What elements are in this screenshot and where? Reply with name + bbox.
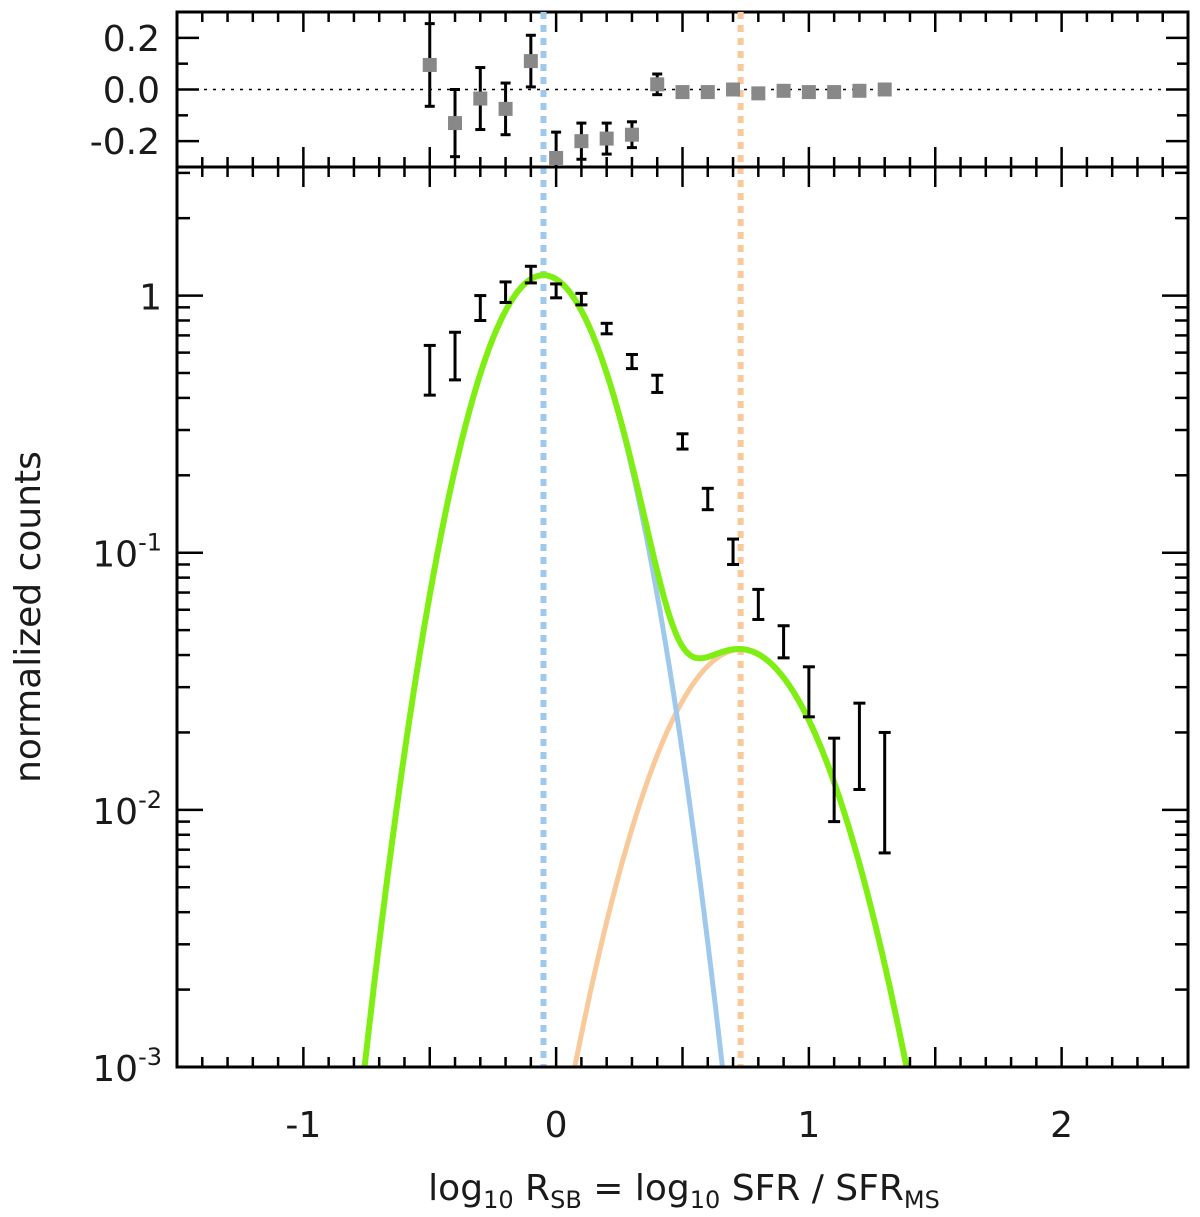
residual-point <box>877 82 892 97</box>
residual-ytick-label: 0.2 <box>103 19 160 60</box>
y-tick-base: 1 <box>139 278 162 319</box>
residual-point <box>751 86 766 101</box>
y-tick-label: 10-3 <box>92 1043 162 1090</box>
residual-ticks <box>177 12 1188 167</box>
residual-point <box>801 85 816 100</box>
y-axis-label: normalized counts <box>8 451 49 783</box>
residual-point <box>700 85 715 100</box>
total-curve <box>361 272 910 1067</box>
residual-panel: 0.2 0.0 -0.2 <box>90 10 1190 169</box>
x-tick-label: 1 <box>797 1105 820 1146</box>
residual-point <box>852 83 867 98</box>
residual-point <box>574 134 589 149</box>
main-ytick-labels: 110-110-210-3 <box>92 278 162 1090</box>
residual-point <box>776 83 791 98</box>
y-tick-exponent: -3 <box>138 1043 162 1071</box>
x-label-sfr: SFR / SFR <box>720 1168 904 1209</box>
x-label-r: R <box>514 1168 550 1209</box>
residual-point <box>726 82 741 97</box>
y-tick-exponent: -1 <box>138 529 162 557</box>
x-tick-label: 0 <box>545 1105 568 1146</box>
x-label-eq: = log <box>582 1168 690 1209</box>
x-label-sub10b: 10 <box>690 1186 721 1214</box>
residual-point <box>827 85 842 100</box>
residual-ytick-labels: 0.2 0.0 -0.2 <box>90 19 160 163</box>
main-plot-area <box>361 167 910 1067</box>
residual-plot-area <box>177 12 1188 167</box>
y-tick-base: 10 <box>92 792 138 833</box>
y-tick-label: 1 <box>139 278 162 319</box>
residual-point <box>448 116 463 131</box>
y-tick-label: 10-1 <box>92 529 162 576</box>
main-panel-frame <box>175 165 1190 1069</box>
residual-point <box>523 54 538 69</box>
main-panel: 110-110-210-3 -1 0 1 2 normalized counts lo… <box>8 165 1190 1214</box>
residual-point <box>549 150 564 165</box>
y-tick-base: 10 <box>92 535 138 576</box>
x-tick-label: -1 <box>285 1105 321 1146</box>
main-xtick-labels: -1 0 1 2 <box>285 1105 1073 1146</box>
y-tick-label: 10-2 <box>92 786 162 833</box>
x-axis-label: log10 RSB = log10 SFR / SFRMS <box>428 1168 940 1214</box>
residual-point <box>650 77 665 92</box>
residual-point <box>675 85 690 100</box>
residual-ytick-label: -0.2 <box>90 122 160 163</box>
residual-ytick-label: 0.0 <box>103 71 160 112</box>
residual-point <box>624 127 639 142</box>
x-label-sub10: 10 <box>483 1186 514 1214</box>
y-tick-base: 10 <box>92 1049 138 1090</box>
residual-point <box>599 131 614 146</box>
residual-point <box>498 101 513 116</box>
main-ticks <box>177 167 1188 1067</box>
residual-point <box>422 57 437 72</box>
x-tick-label: 2 <box>1050 1105 1073 1146</box>
x-label-log: log <box>428 1168 483 1209</box>
x-label-sub-ms: MS <box>904 1186 940 1214</box>
residual-point <box>473 91 488 106</box>
y-tick-exponent: -2 <box>138 786 162 814</box>
x-label-sub-sb: SB <box>550 1186 582 1214</box>
